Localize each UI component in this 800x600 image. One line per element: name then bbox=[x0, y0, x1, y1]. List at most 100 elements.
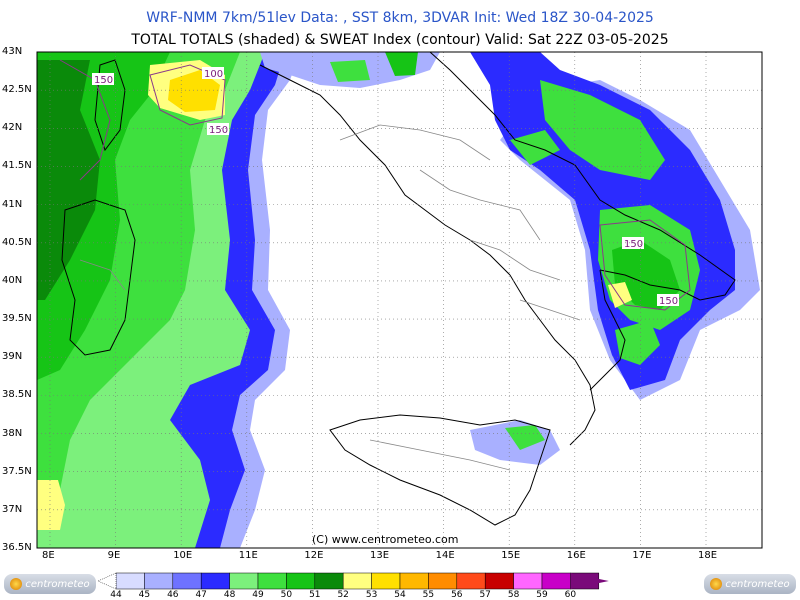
lon-label: 15E bbox=[501, 550, 521, 561]
color-scale-label: 59 bbox=[536, 590, 548, 600]
color-scale-label: 48 bbox=[223, 590, 236, 600]
color-swatch bbox=[229, 572, 259, 590]
color-swatch bbox=[371, 572, 401, 590]
color-scale-label: 57 bbox=[479, 590, 491, 600]
calabria-coast bbox=[589, 269, 626, 391]
italy-adriatic-coast bbox=[429, 52, 736, 301]
lon-label: 12E bbox=[304, 550, 324, 561]
lat-label: 42.5N bbox=[2, 84, 32, 96]
field-north-green bbox=[330, 60, 370, 82]
contour-label-5: 150 bbox=[659, 296, 678, 307]
color-scale-label: 49 bbox=[252, 590, 264, 600]
color-swatch bbox=[144, 572, 174, 590]
color-swatch bbox=[200, 572, 230, 590]
contour-label-bg-5 bbox=[657, 294, 679, 306]
color-scale-label: 51 bbox=[309, 590, 321, 600]
color-scale bbox=[97, 572, 609, 590]
field-gargano bbox=[510, 130, 560, 165]
color-swatch bbox=[314, 572, 344, 590]
border-sicily bbox=[369, 439, 511, 471]
lon-label: 14E bbox=[435, 550, 455, 561]
grid-lines bbox=[37, 52, 762, 548]
color-swatch bbox=[115, 572, 145, 590]
lat-label: 36.5N bbox=[2, 542, 32, 553]
field-east-48 bbox=[540, 80, 665, 180]
contour-label-2: 100 bbox=[204, 69, 223, 80]
field-level-51 bbox=[37, 60, 100, 300]
chart-title-line1: WRF-NMM 7km/51lev Data: , SST 8km, 3DVAR… bbox=[146, 10, 654, 26]
field-sicily-green bbox=[505, 425, 545, 450]
color-scale-label: 53 bbox=[365, 590, 378, 600]
color-swatch bbox=[456, 572, 486, 590]
color-scale-label: 50 bbox=[280, 590, 293, 600]
lat-label: 40N bbox=[2, 274, 23, 286]
color-swatch bbox=[257, 572, 287, 590]
sicily-outline bbox=[329, 414, 551, 526]
border-1 bbox=[339, 124, 491, 161]
contour-100 bbox=[149, 64, 226, 126]
italy-tyrrhenian-coast bbox=[259, 64, 596, 446]
lon-label: 18E bbox=[698, 550, 718, 561]
color-swatch bbox=[513, 572, 543, 590]
lon-label: 13E bbox=[370, 550, 390, 561]
color-swatch bbox=[172, 572, 202, 590]
lat-label: 39N bbox=[2, 351, 23, 363]
field-south-west bbox=[37, 480, 65, 530]
border-4 bbox=[519, 299, 581, 321]
lat-label: 42N bbox=[2, 122, 23, 134]
lat-label: 37N bbox=[2, 503, 23, 515]
color-swatch bbox=[428, 572, 458, 590]
color-swatch bbox=[541, 572, 571, 590]
contour-label-4: 150 bbox=[624, 239, 643, 250]
lat-label: 37.5N bbox=[2, 465, 32, 477]
lon-label: 11E bbox=[238, 550, 258, 561]
chart-title-line2: TOTAL TOTALS (shaded) & SWEAT Index (con… bbox=[131, 32, 669, 48]
logo-text-right: centrometeo bbox=[725, 578, 790, 590]
contour-label-3: 150 bbox=[209, 125, 228, 136]
lat-label: 41.5N bbox=[2, 160, 32, 172]
lon-label: 8E bbox=[42, 550, 55, 561]
lat-label: 40.5N bbox=[2, 236, 32, 248]
corsica-outline bbox=[94, 59, 126, 152]
color-scale-label: 52 bbox=[337, 590, 349, 600]
border-2 bbox=[419, 169, 541, 241]
color-scale-label: 47 bbox=[195, 590, 207, 600]
lon-label: 17E bbox=[632, 550, 652, 561]
color-scale-label: 56 bbox=[451, 590, 463, 600]
lon-label: 9E bbox=[107, 550, 121, 561]
map-frame bbox=[36, 51, 763, 549]
color-swatch bbox=[484, 572, 514, 590]
regional-borders bbox=[79, 124, 581, 471]
field-east-51b bbox=[615, 320, 660, 365]
color-scale-label: 44 bbox=[110, 590, 122, 600]
sun-icon bbox=[10, 578, 23, 590]
coastlines bbox=[61, 52, 736, 526]
color-swatch bbox=[399, 572, 429, 590]
lat-label: 39.5N bbox=[2, 313, 32, 325]
lon-label: 16E bbox=[566, 550, 586, 561]
color-scale-label: 55 bbox=[422, 590, 435, 600]
contour-label-bg-1 bbox=[92, 73, 114, 85]
contour-label-1: 150 bbox=[94, 75, 113, 86]
logo-text-left: centrometeo bbox=[25, 578, 90, 590]
color-scale-max-arrow bbox=[570, 573, 609, 589]
lat-label: 43N bbox=[2, 46, 23, 57]
centrometeo-logo-left: centrometeo bbox=[4, 574, 96, 594]
color-swatch bbox=[286, 572, 316, 590]
color-scale-label: 58 bbox=[507, 590, 520, 600]
lat-label: 38.5N bbox=[2, 389, 32, 401]
color-scale-label: 46 bbox=[167, 590, 179, 600]
lat-label: 38N bbox=[2, 427, 23, 439]
contour-label-bg-2 bbox=[202, 67, 224, 79]
border-3 bbox=[469, 239, 561, 281]
lat-label: 41N bbox=[2, 198, 23, 210]
color-swatch bbox=[342, 572, 372, 590]
color-scale-label: 45 bbox=[138, 590, 151, 600]
color-scale-label: 60 bbox=[564, 590, 577, 600]
centrometeo-logo-right: centrometeo bbox=[704, 574, 796, 594]
contour-label-bg-3 bbox=[207, 123, 229, 135]
color-scale-min-arrow bbox=[97, 572, 117, 590]
sun-icon bbox=[710, 578, 723, 590]
lon-label: 10E bbox=[173, 550, 193, 561]
sardinia-outline bbox=[61, 199, 136, 356]
